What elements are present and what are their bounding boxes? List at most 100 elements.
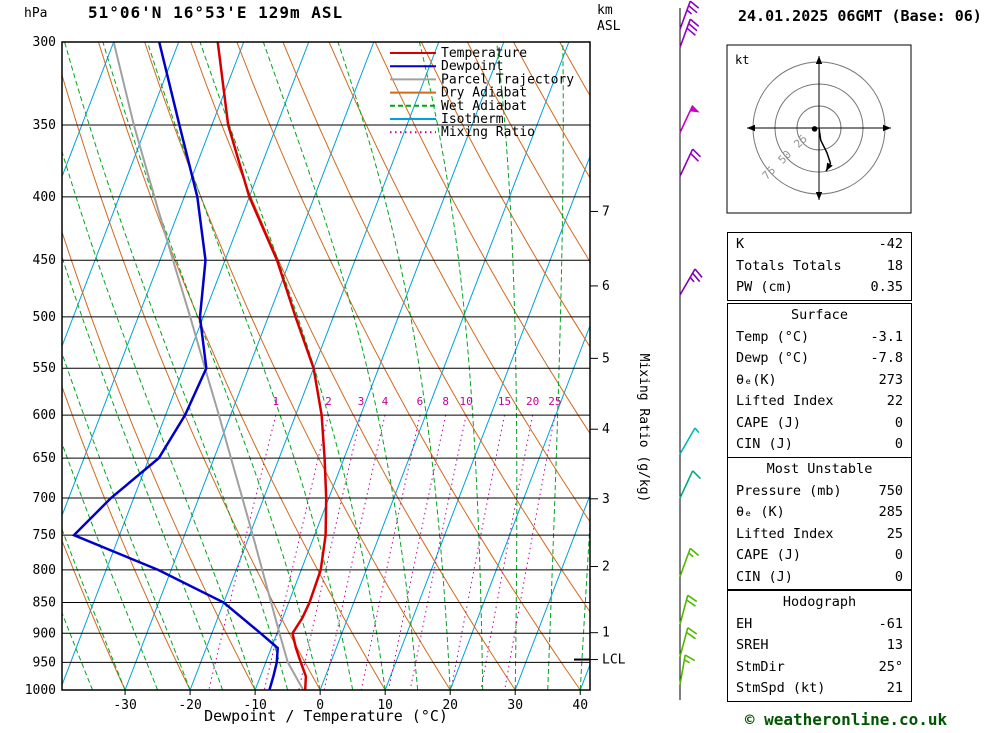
mixing-ratio-axis-label: Mixing Ratio (g/kg) — [636, 354, 651, 503]
pressure-axis-unit: hPa — [24, 6, 48, 21]
table-row: θₑ(K) 273 — [728, 370, 911, 392]
svg-text:7: 7 — [602, 204, 610, 219]
svg-text:0: 0 — [316, 698, 324, 713]
svg-text:20: 20 — [442, 698, 458, 713]
temp-tick-labels: -30 -20 -10 0 10 20 30 40 — [113, 690, 588, 713]
svg-text:6: 6 — [602, 279, 610, 294]
svg-text:LCL: LCL — [602, 653, 626, 668]
svg-text:700: 700 — [33, 491, 56, 506]
svg-text:800: 800 — [33, 563, 56, 578]
svg-text:350: 350 — [33, 118, 56, 133]
copyright-link[interactable]: © weatheronline.co.uk — [744, 710, 948, 729]
parcel-trajectory-line — [112, 42, 305, 690]
dewpoint-line — [71, 42, 280, 690]
svg-text:550: 550 — [33, 361, 56, 376]
table-row-label: SREH — [736, 637, 769, 653]
svg-text:500: 500 — [33, 310, 56, 325]
altitude-unit-km: km — [597, 3, 613, 18]
svg-text:4: 4 — [602, 422, 610, 437]
altitude-axis-unit: km ASL — [597, 3, 620, 35]
svg-text:300: 300 — [33, 35, 56, 50]
datetime-title: 24.01.2025 06GMT (Base: 06) — [738, 7, 982, 25]
svg-text:20: 20 — [526, 395, 539, 408]
table-row-label: CAPE (J) — [736, 414, 802, 431]
svg-text:-10: -10 — [243, 698, 266, 713]
table-row-label: Dewp (°C) — [736, 350, 810, 366]
table-row-label: θₑ(K) — [736, 371, 777, 388]
svg-text:40: 40 — [572, 698, 588, 713]
table-row-value: 273 — [878, 371, 903, 388]
table-row: CAPE (J) 0 — [728, 413, 911, 435]
table-row: StmDir 25° — [728, 657, 911, 679]
most-unstable-table: Most Unstable Pressure (mb) 750 θₑ (K) 285 Li… — [727, 457, 912, 590]
table-row: EH -61 — [728, 614, 911, 636]
svg-text:Wet Adiabat: Wet Adiabat — [441, 99, 527, 114]
table-row-value: -61 — [878, 615, 903, 632]
svg-text:Mixing Ratio: Mixing Ratio — [441, 125, 535, 140]
svg-text:450: 450 — [33, 253, 56, 268]
indices-table: K -42 Totals Totals 18 PW (cm) 0.35 — [727, 232, 912, 301]
svg-text:850: 850 — [33, 596, 56, 611]
svg-text:750: 750 — [33, 528, 56, 543]
table-row-value: 0 — [894, 568, 903, 585]
svg-text:3: 3 — [358, 395, 365, 408]
svg-text:Temperature: Temperature — [441, 46, 527, 61]
table-row-value: -3.1 — [870, 328, 903, 345]
svg-text:1000: 1000 — [25, 683, 56, 698]
altitude-unit-asl: ASL — [597, 19, 621, 34]
table-row-label: Temp (°C) — [736, 328, 810, 345]
table-row-value: -42 — [878, 236, 903, 252]
table-row-value: 13 — [886, 637, 903, 653]
table-row: PW (cm) 0.35 — [728, 277, 911, 299]
table-row-label: Lifted Index — [736, 525, 834, 542]
svg-text:400: 400 — [33, 190, 56, 205]
table-row: K -42 — [728, 234, 911, 256]
svg-text:25: 25 — [548, 395, 561, 408]
table-row-label: StmSpd (kt) — [736, 680, 826, 696]
svg-text:10: 10 — [377, 698, 393, 713]
table-row: Lifted Index 22 — [728, 391, 911, 413]
svg-text:10: 10 — [460, 395, 473, 408]
temperature-axis-label: Dewpoint / Temperature (°C) — [204, 707, 448, 725]
table-row-value: 0.35 — [870, 279, 903, 295]
svg-text:-30: -30 — [113, 698, 136, 713]
table-row-value: 285 — [878, 504, 903, 520]
storm-motion-dot — [811, 126, 818, 132]
table-row-label: CAPE (J) — [736, 547, 802, 563]
plot-frame — [61, 41, 591, 691]
table-row-label: CIN (J) — [736, 568, 793, 585]
table-row-label: Totals Totals — [736, 257, 842, 274]
svg-text:Isotherm: Isotherm — [441, 112, 504, 127]
table-row-label: Lifted Index — [736, 393, 834, 409]
table-row: θₑ (K) 285 — [728, 502, 911, 524]
svg-text:Dewpoint: Dewpoint — [441, 59, 504, 74]
svg-text:2: 2 — [325, 395, 332, 408]
hodograph-table: Hodograph EH -61 SREH 13 StmDir 25° StmSpd (kt)… — [727, 590, 912, 702]
svg-text:8: 8 — [442, 395, 449, 408]
hodograph-unit-label: kt — [735, 53, 749, 67]
table-row-value: 21 — [886, 680, 903, 696]
table-row-label: StmDir — [736, 658, 785, 675]
pressure-tick-labels: 300 350 400 450 500 550 600 650 700 750 800 850 900 9… — [25, 35, 56, 698]
svg-text:Parcel Trajectory: Parcel Trajectory — [441, 72, 574, 87]
table-row-value: 25 — [886, 525, 903, 542]
svg-text:6: 6 — [417, 395, 424, 408]
svg-text:Dry Adiabat: Dry Adiabat — [441, 86, 527, 101]
isotherm-lines — [62, 42, 590, 690]
svg-text:30: 30 — [507, 698, 523, 713]
table-row: CIN (J) 0 — [728, 434, 911, 456]
mixing-ratio-labels: 1 2 3 4 6 8 10 15 20 25 — [272, 395, 561, 408]
svg-text:-20: -20 — [178, 698, 201, 713]
table-row-value: 25° — [878, 658, 903, 675]
wind-barb-column — [679, 0, 703, 700]
svg-text:950: 950 — [33, 655, 56, 670]
svg-text:2: 2 — [602, 560, 610, 575]
table-row-value: 0 — [894, 436, 903, 452]
svg-text:1: 1 — [602, 626, 610, 641]
table-row-value: 22 — [886, 393, 903, 409]
table-row: Pressure (mb) 750 — [728, 481, 911, 503]
table-row: Temp (°C) -3.1 — [728, 327, 911, 349]
